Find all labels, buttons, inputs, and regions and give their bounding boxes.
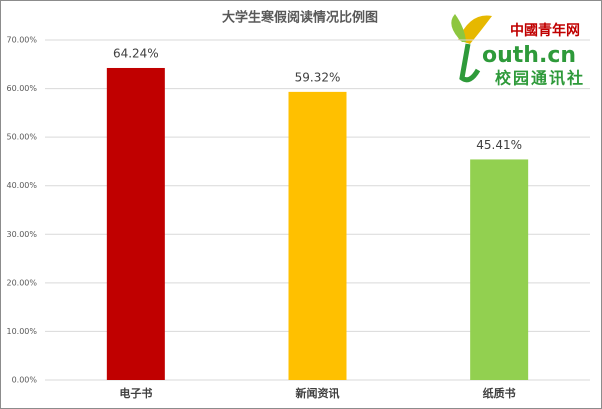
logo-leaf [458,15,492,44]
y-tick-label: 50.00% [6,133,37,142]
y-tick-label: 40.00% [6,181,37,190]
y-tick-label: 60.00% [6,84,37,93]
logo-domain: outh.cn [482,43,576,68]
x-tick-label: 电子书 [119,386,152,400]
y-tick-label: 0.00% [12,376,38,385]
x-tick-label: 新闻资讯 [296,386,340,400]
value-label: 59.32% [295,70,341,84]
logo-brand: 中國青年网 [510,22,580,39]
bar [288,91,347,381]
logo-leaf [451,14,466,42]
logo-stem [459,43,481,83]
logo-subtitle: 校园通讯社 [495,69,585,88]
logo: 中國青年网 outh.cn 校园通讯社 [451,14,585,88]
y-tick-label: 30.00% [6,230,37,239]
value-label: 45.41% [476,138,522,152]
bar [470,159,529,380]
chart-title: 大学生寒假阅读情况比例图 [222,10,378,26]
x-tick-label: 纸质书 [483,386,516,400]
y-tick-label: 10.00% [6,327,37,336]
y-tick-label: 70.00% [6,36,37,45]
value-label: 64.24% [113,46,159,60]
bar [106,67,165,380]
y-tick-label: 20.00% [6,278,37,287]
